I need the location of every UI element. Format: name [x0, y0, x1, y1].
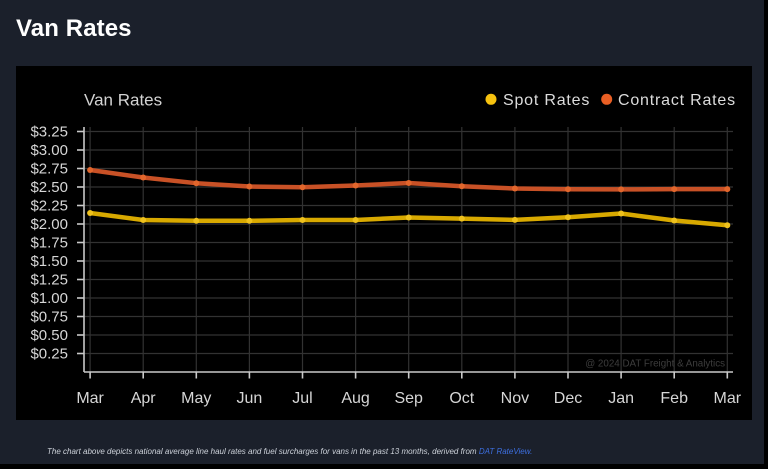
svg-text:Sep: Sep: [394, 390, 423, 407]
svg-text:Nov: Nov: [501, 390, 529, 407]
svg-text:Contract Rates: Contract Rates: [618, 92, 736, 109]
svg-text:$0.25: $0.25: [30, 346, 68, 363]
svg-text:$0.50: $0.50: [30, 327, 68, 344]
svg-text:Mar: Mar: [76, 390, 104, 407]
svg-text:Van Rates: Van Rates: [84, 91, 162, 110]
svg-text:$2.25: $2.25: [30, 198, 68, 215]
svg-text:Mar: Mar: [714, 390, 742, 407]
svg-text:Jun: Jun: [237, 390, 263, 407]
svg-text:$2.00: $2.00: [30, 216, 68, 233]
svg-text:$3.00: $3.00: [30, 142, 68, 159]
svg-text:$3.25: $3.25: [30, 124, 68, 141]
svg-text:$1.00: $1.00: [30, 290, 68, 307]
svg-text:Dec: Dec: [554, 390, 582, 407]
svg-text:Spot Rates: Spot Rates: [503, 92, 590, 109]
svg-text:@ 2024 DAT Freight & Analytics: @ 2024 DAT Freight & Analytics: [585, 359, 725, 370]
svg-text:$2.50: $2.50: [30, 179, 68, 196]
svg-text:Oct: Oct: [449, 390, 474, 407]
svg-text:$1.25: $1.25: [30, 272, 68, 289]
svg-text:$2.75: $2.75: [30, 161, 68, 178]
svg-text:Jan: Jan: [608, 390, 634, 407]
svg-text:Feb: Feb: [660, 390, 688, 407]
svg-text:$1.75: $1.75: [30, 235, 68, 252]
svg-text:May: May: [181, 390, 211, 407]
svg-text:$1.50: $1.50: [30, 253, 68, 270]
svg-text:Jul: Jul: [292, 390, 312, 407]
svg-text:$0.75: $0.75: [30, 309, 68, 326]
svg-text:Apr: Apr: [131, 390, 157, 407]
svg-text:Aug: Aug: [341, 390, 369, 407]
